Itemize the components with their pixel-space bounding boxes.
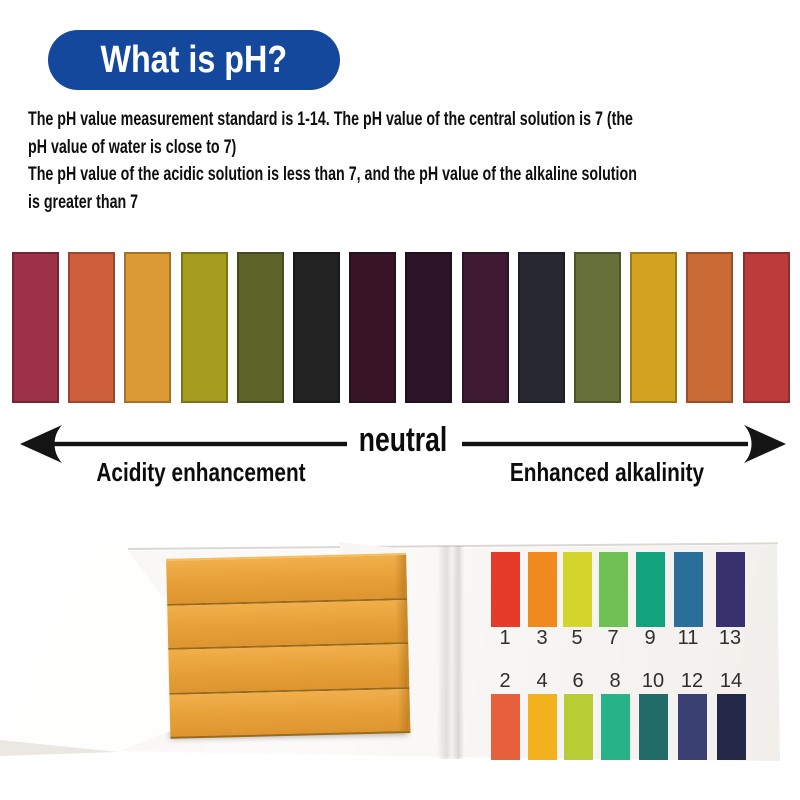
neutral-label: neutral	[358, 421, 448, 459]
chart-number-6: 6	[572, 670, 584, 692]
chart-swatch-7	[598, 552, 628, 627]
ph-bar-13	[686, 252, 734, 403]
ph-bar-10	[517, 252, 565, 403]
alkalinity-label: Enhanced alkalinity	[509, 457, 705, 487]
ph-bar-4	[180, 252, 228, 403]
intro-line: The pH value of the acidic solution is l…	[28, 164, 637, 186]
chart-number-3: 3	[536, 627, 548, 649]
chart-number-1: 1	[499, 627, 511, 649]
chart-swatch-4	[527, 694, 557, 760]
chart-number-9: 9	[644, 627, 656, 649]
acidity-label: Acidity enhancement	[96, 457, 306, 487]
chart-number-5: 5	[571, 627, 583, 649]
intro-line: pH value of water is close to 7)	[28, 136, 237, 158]
chart-number-14: 14	[719, 670, 743, 692]
litmus-strip	[166, 554, 408, 606]
ph-bar-8	[405, 252, 453, 403]
litmus-strip	[168, 644, 410, 695]
chart-swatch-12	[677, 694, 707, 760]
chart-swatch-9	[635, 552, 665, 627]
ph-bar-11	[574, 252, 621, 403]
chart-number-4: 4	[536, 670, 548, 692]
chart-swatch-14	[716, 694, 746, 760]
chart-swatch-5	[562, 552, 592, 627]
ph-bar-9	[461, 252, 509, 403]
intro-line: The pH value measurement standard is 1-1…	[28, 109, 633, 130]
ph-bar-1	[12, 252, 59, 403]
chart-number-10: 10	[641, 670, 665, 692]
chart-swatch-11	[673, 552, 703, 627]
chart-swatch-2	[490, 694, 520, 760]
ph-bar-7	[349, 252, 397, 403]
chart-number-13: 13	[718, 627, 742, 649]
litmus-strip	[169, 688, 411, 740]
chart-number-8: 8	[609, 670, 621, 692]
booklet-fold-crease	[437, 546, 464, 759]
chart-swatch-10	[638, 694, 668, 760]
chart-number-7: 7	[607, 627, 619, 649]
ph-bar-14	[742, 252, 790, 403]
chart-number-12: 12	[680, 670, 704, 692]
chart-swatch-6	[563, 694, 593, 760]
chart-swatch-3	[527, 552, 557, 627]
chart-swatch-13	[715, 552, 745, 627]
chart-swatch-8	[600, 694, 630, 760]
title-badge: What is pH?	[48, 30, 340, 90]
ph-bar-5	[236, 252, 284, 403]
page-title: What is pH?	[100, 38, 288, 81]
intro-paragraph: The pH value measurement standard is 1-1…	[28, 106, 800, 216]
ph-bar-12	[630, 252, 678, 403]
ph-bar-2	[68, 252, 116, 403]
ph-bar-3	[124, 252, 172, 403]
litmus-strip	[167, 599, 409, 651]
chart-swatch-1	[490, 552, 520, 627]
chart-number-2: 2	[499, 670, 511, 692]
ph-bar-6	[293, 252, 340, 403]
test-strips-stack	[166, 553, 411, 740]
acid-alkaline-arrow	[20, 425, 786, 463]
chart-number-11: 11	[677, 627, 699, 649]
intro-line: is greater than 7	[28, 191, 139, 213]
